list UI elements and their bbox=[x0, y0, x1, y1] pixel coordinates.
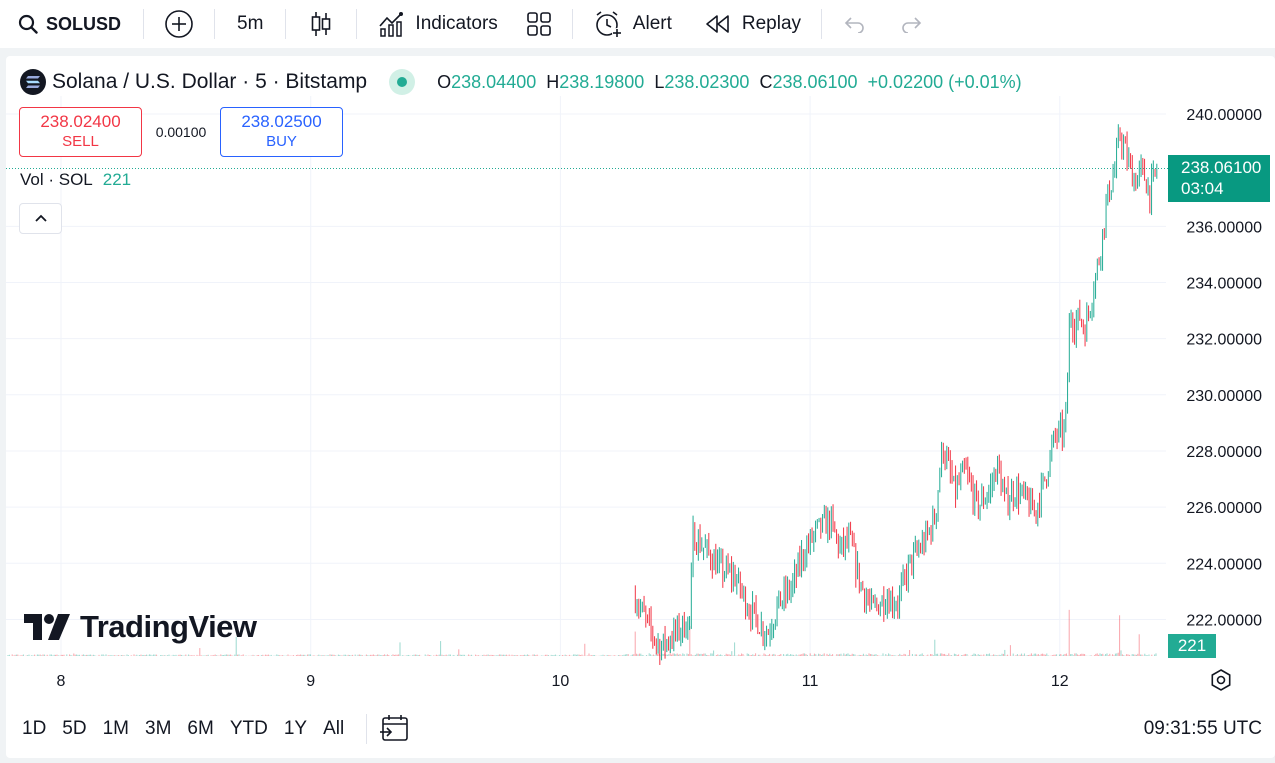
volume-bars bbox=[7, 609, 1157, 656]
search-icon bbox=[18, 14, 38, 34]
open-value: 238.04400 bbox=[451, 71, 537, 92]
price-tick-label: 226.00000 bbox=[1186, 500, 1262, 517]
sell-label: SELL bbox=[62, 133, 99, 150]
symbol-search-button[interactable]: SOLUSD bbox=[0, 0, 143, 48]
compare-symbol-button[interactable] bbox=[144, 0, 214, 48]
range-1y[interactable]: 1Y bbox=[283, 718, 308, 739]
tradingview-logo: TradingView bbox=[24, 609, 257, 645]
bar-countdown: 03:04 bbox=[1181, 179, 1224, 198]
ohlc-values: O238.04400 H238.19800 L238.02300 C238.06… bbox=[437, 71, 1022, 92]
trade-widget: 238.02400 SELL 0.00100 238.02500 BUY bbox=[19, 107, 343, 157]
plus-circle-icon bbox=[165, 10, 193, 38]
price-tick-label: 236.00000 bbox=[1186, 219, 1262, 236]
change-value: +0.02200 (+0.01%) bbox=[867, 71, 1022, 92]
bottom-divider bbox=[366, 714, 368, 744]
price-tick-label: 228.00000 bbox=[1186, 444, 1262, 461]
toolbar-divider bbox=[285, 9, 287, 39]
indicators-button[interactable]: Indicators bbox=[357, 0, 515, 48]
volume-value: 221 bbox=[102, 170, 132, 189]
brand-name: TradingView bbox=[80, 609, 257, 644]
alert-label: Alert bbox=[632, 13, 672, 34]
toolbar-divider bbox=[571, 9, 573, 39]
utc-clock[interactable]: 09:31:55 UTC bbox=[1143, 718, 1262, 739]
interval-button[interactable]: 5m bbox=[215, 0, 285, 48]
bottom-toolbar: 1D 5D 1M 3M 6M YTD 1Y All 09:31:55 UTC bbox=[6, 700, 1275, 758]
time-tick-label: 10 bbox=[552, 673, 570, 690]
time-tick-label: 11 bbox=[802, 673, 819, 690]
volume-label: Vol · SOL bbox=[20, 170, 93, 189]
undo-button[interactable] bbox=[822, 0, 886, 48]
range-3m[interactable]: 3M bbox=[145, 718, 172, 739]
close-value: 238.06100 bbox=[772, 71, 858, 92]
redo-button[interactable] bbox=[886, 0, 938, 48]
last-price-value: 238.06100 bbox=[1181, 158, 1262, 177]
tradingview-mark-icon bbox=[24, 614, 70, 640]
candle-series bbox=[634, 124, 1158, 665]
redo-icon bbox=[902, 17, 922, 33]
time-tick-label: 12 bbox=[1051, 673, 1069, 690]
replay-button[interactable]: Replay bbox=[684, 0, 821, 48]
toolbar-divider bbox=[214, 9, 216, 39]
solana-logo-icon bbox=[20, 69, 46, 95]
alarm-clock-icon bbox=[595, 11, 622, 38]
price-axis: 240.00000 236.00000 234.00000 232.00000 230.… bbox=[1186, 107, 1262, 629]
rewind-icon bbox=[706, 15, 729, 33]
range-all[interactable]: All bbox=[323, 718, 345, 739]
undo-icon bbox=[844, 17, 864, 33]
sell-button[interactable]: 238.02400 SELL bbox=[19, 107, 142, 157]
toolbar-divider bbox=[821, 9, 823, 39]
chart-settings-icon[interactable] bbox=[1209, 668, 1233, 692]
range-1m[interactable]: 1M bbox=[102, 718, 129, 739]
chevron-up-icon bbox=[34, 214, 47, 222]
sell-price: 238.02400 bbox=[40, 112, 121, 131]
range-ytd[interactable]: YTD bbox=[229, 718, 268, 739]
go-to-date-icon[interactable] bbox=[379, 714, 411, 744]
time-axis: 8 9 10 11 12 bbox=[57, 673, 1069, 690]
range-1d[interactable]: 1D bbox=[22, 718, 47, 739]
candlestick-icon bbox=[312, 12, 331, 36]
chart-panel[interactable]: 240.00000 236.00000 234.00000 232.00000 230.… bbox=[6, 56, 1275, 758]
price-tick-label: 222.00000 bbox=[1186, 612, 1262, 629]
chart-grid bbox=[6, 96, 1166, 656]
high-value: 238.19800 bbox=[559, 71, 645, 92]
buy-label: BUY bbox=[266, 133, 297, 150]
top-toolbar: SOLUSD 5m Indicators Alert Replay bbox=[0, 0, 1275, 48]
interval-label: 5m bbox=[237, 13, 264, 34]
chart-legend: Solana / U.S. Dollar · 5 · Bitstamp O238… bbox=[20, 68, 1022, 96]
price-chart[interactable]: 240.00000 236.00000 234.00000 232.00000 230.… bbox=[6, 56, 1275, 701]
indicators-label: Indicators bbox=[415, 13, 498, 34]
buy-price: 238.02500 bbox=[241, 112, 322, 131]
buy-button[interactable]: 238.02500 BUY bbox=[220, 107, 343, 157]
time-tick-label: 9 bbox=[306, 673, 315, 690]
price-tick-label: 234.00000 bbox=[1186, 275, 1262, 292]
price-tick-label: 240.00000 bbox=[1186, 107, 1262, 124]
layouts-button[interactable] bbox=[516, 0, 572, 48]
market-open-indicator bbox=[389, 69, 416, 95]
price-tick-label: 232.00000 bbox=[1186, 332, 1262, 349]
volume-legend: Vol · SOL 221 bbox=[20, 170, 131, 190]
collapse-legend-button[interactable] bbox=[19, 203, 62, 234]
indicators-icon bbox=[379, 12, 404, 37]
time-tick-label: 8 bbox=[57, 673, 66, 690]
alert-button[interactable]: Alert bbox=[573, 0, 684, 48]
last-price-badge: 238.06100 03:04 bbox=[1168, 155, 1270, 202]
toolbar-divider bbox=[356, 9, 358, 39]
volume-badge: 221 bbox=[1168, 634, 1216, 658]
price-tick-label: 224.00000 bbox=[1186, 556, 1262, 573]
low-value: 238.02300 bbox=[664, 71, 750, 92]
replay-label: Replay bbox=[741, 13, 802, 34]
symbol-label: SOLUSD bbox=[46, 13, 122, 34]
price-tick-label: 230.00000 bbox=[1186, 388, 1262, 405]
spread-value: 0.00100 bbox=[155, 124, 207, 140]
toolbar-divider bbox=[143, 9, 145, 39]
range-5d[interactable]: 5D bbox=[62, 718, 87, 739]
chart-type-button[interactable] bbox=[286, 0, 356, 48]
range-6m[interactable]: 6M bbox=[187, 718, 214, 739]
legend-title: Solana / U.S. Dollar · 5 · Bitstamp bbox=[52, 70, 368, 93]
grid-icon bbox=[526, 12, 551, 36]
